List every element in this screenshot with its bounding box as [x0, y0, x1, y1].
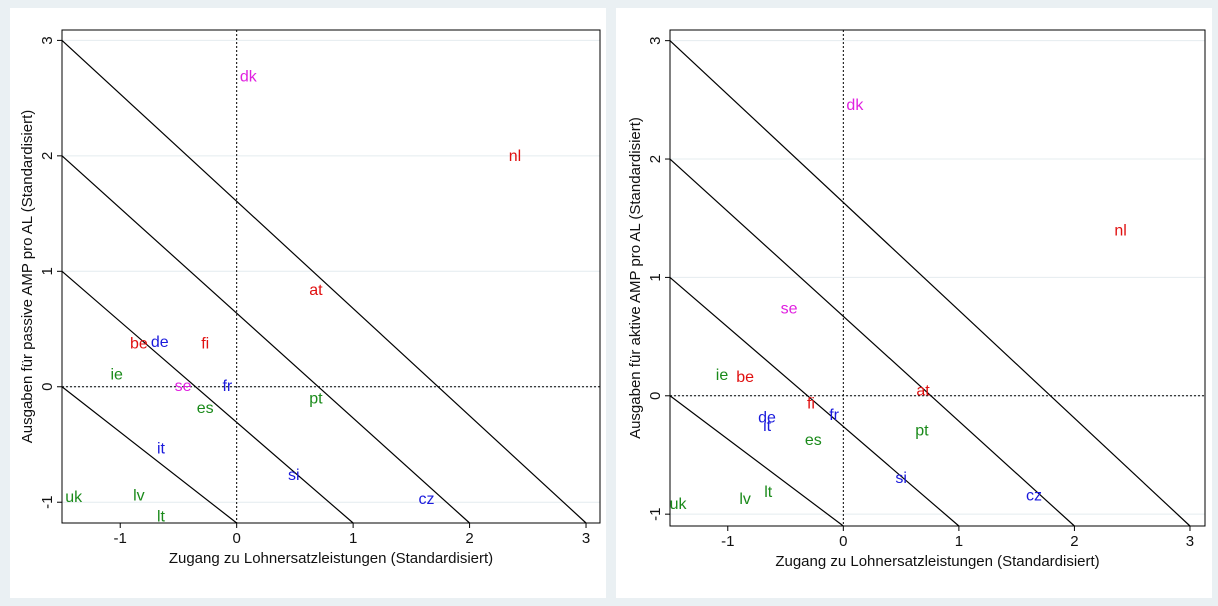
- reference-line: [61, 155, 470, 524]
- y-tick-label: 2: [647, 155, 664, 163]
- y-tick-label: 3: [39, 36, 56, 44]
- reference-line: [61, 270, 354, 524]
- point-label: lv: [739, 491, 751, 508]
- point-label: cz: [418, 491, 434, 508]
- point-label: uk: [670, 496, 688, 513]
- x-axis-title: Zugang zu Lohnersatzleistungen (Standard…: [169, 550, 493, 567]
- point-label: ie: [716, 367, 729, 384]
- x-tick-label: 3: [582, 530, 590, 547]
- y-axis-title: Ausgaben für passive AMP pro AL (Standar…: [19, 110, 36, 444]
- reference-line: [669, 158, 1075, 527]
- point-label: nl: [1114, 222, 1126, 239]
- point-label: at: [916, 382, 930, 399]
- point-label: be: [130, 335, 148, 352]
- point-label: be: [736, 369, 754, 386]
- y-tick-label: -1: [647, 507, 664, 520]
- point-label: si: [895, 470, 907, 487]
- point-label: uk: [65, 489, 83, 506]
- point-label: de: [151, 334, 169, 351]
- point-label: se: [781, 301, 798, 318]
- reference-line: [669, 276, 960, 527]
- point-label: si: [288, 467, 300, 484]
- point-label: lt: [157, 508, 166, 525]
- x-tick-label: -1: [114, 530, 127, 547]
- reference-line: [61, 386, 238, 524]
- point-label: fr: [222, 378, 232, 395]
- reference-line: [61, 39, 587, 524]
- point-label: it: [763, 418, 772, 435]
- point-label: pt: [915, 423, 929, 440]
- y-tick-label: 0: [39, 383, 56, 391]
- y-tick-label: 3: [647, 36, 664, 44]
- point-label: es: [805, 432, 822, 449]
- point-label: at: [309, 282, 323, 299]
- y-tick-label: -1: [39, 496, 56, 509]
- point-label: lt: [764, 484, 773, 501]
- y-tick-label: 1: [39, 267, 56, 275]
- x-tick-label: -1: [721, 533, 734, 550]
- point-label: ie: [111, 366, 124, 383]
- point-label: fi: [201, 335, 209, 352]
- panel: [10, 8, 606, 598]
- x-tick-label: 0: [839, 533, 847, 550]
- point-label: dk: [240, 69, 258, 86]
- point-label: cz: [1026, 488, 1042, 505]
- y-tick-label: 2: [39, 152, 56, 160]
- point-label: it: [157, 440, 166, 457]
- x-tick-label: 0: [233, 530, 241, 547]
- point-label: fr: [829, 407, 839, 424]
- plot-frame: [61, 29, 601, 524]
- point-label: lv: [133, 488, 145, 505]
- reference-line: [669, 395, 844, 527]
- point-label: fi: [807, 395, 815, 412]
- y-axis-title: Ausgaben für aktive AMP pro AL (Standard…: [627, 117, 644, 439]
- y-tick-label: 1: [647, 273, 664, 281]
- y-tick-label: 0: [647, 392, 664, 400]
- x-tick-label: 1: [955, 533, 963, 550]
- x-tick-label: 3: [1186, 533, 1194, 550]
- point-label: nl: [509, 148, 521, 165]
- panel: [616, 8, 1212, 598]
- reference-line: [669, 40, 1191, 527]
- x-tick-label: 2: [465, 530, 473, 547]
- x-axis-title: Zugang zu Lohnersatzleistungen (Standard…: [775, 553, 1099, 570]
- point-label: se: [175, 378, 192, 395]
- point-label: de: [758, 409, 776, 426]
- x-tick-label: 1: [349, 530, 357, 547]
- x-tick-label: 2: [1070, 533, 1078, 550]
- point-label: es: [197, 400, 214, 417]
- point-label: dk: [846, 97, 864, 114]
- point-label: pt: [309, 391, 323, 408]
